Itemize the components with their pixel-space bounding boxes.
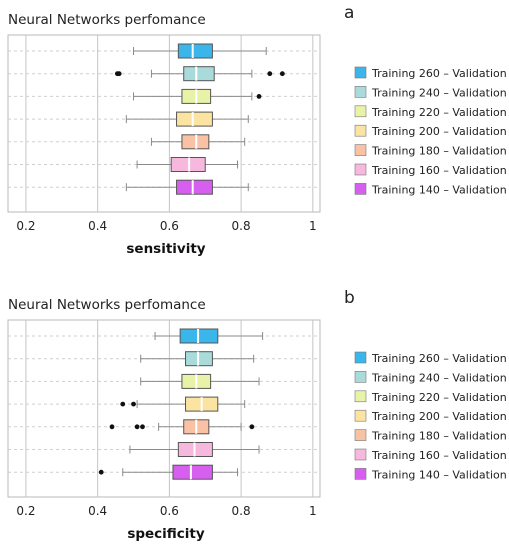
outlier-point — [267, 71, 273, 77]
outlier-point — [134, 424, 140, 430]
legend-swatch — [354, 163, 367, 176]
legend-label: Training 180 – Validation 165 — [371, 145, 509, 158]
panel-letter: a — [344, 3, 354, 23]
box — [183, 66, 215, 82]
box-series-2 — [8, 66, 320, 82]
x-tick-label: 0.6 — [160, 504, 179, 518]
chart-panel-b: Neural Networks perfomance b 0.2 0.4 0.6 0.8 1… — [7, 288, 509, 542]
legend-swatch — [354, 144, 367, 156]
chart-title: Neural Networks perfomance — [8, 297, 206, 313]
box-series-2 — [8, 351, 320, 367]
outlier-point — [109, 424, 115, 430]
box-series-6 — [8, 442, 320, 457]
x-tick-label: 0.8 — [232, 219, 251, 233]
x-tick-label: 0.2 — [16, 219, 35, 233]
legend-label: Training 260 – Validation 85 — [371, 352, 509, 365]
box-series-3 — [8, 373, 320, 389]
legend-swatch — [354, 448, 367, 461]
box-series-3 — [8, 88, 320, 104]
box-series-5 — [8, 419, 320, 435]
chart-panel-a: Neural Networks perfomance a 0.2 0.4 0.6 0.8 1… — [7, 3, 509, 257]
legend-label: Training 140 – Validation 205 — [371, 183, 509, 196]
legend-swatch — [354, 105, 367, 118]
legend-label: Training 160 – Validation 185 — [371, 164, 509, 177]
legend-label: Training 160 – Validation 185 — [371, 449, 509, 462]
x-tick-label: 0.6 — [160, 219, 179, 233]
x-axis-label: sensitivity — [126, 241, 205, 257]
x-tick-label: 1 — [309, 219, 317, 233]
legend-label: Training 180 – Validation 165 — [371, 430, 509, 443]
legend-swatch — [354, 371, 367, 383]
x-axis-label: specificity — [127, 526, 205, 542]
legend-swatch — [354, 390, 367, 403]
outlier-point — [116, 71, 122, 77]
outlier-point — [98, 469, 104, 475]
legend-label: Training 240 – Validation 105 — [371, 86, 509, 99]
legend-label: Training 240 – Validation 105 — [371, 371, 509, 384]
box-series-1 — [8, 43, 320, 59]
legend-swatch — [354, 66, 367, 79]
x-tick-label: 0.2 — [16, 504, 35, 518]
box-series-1 — [8, 328, 320, 344]
legend-swatch — [354, 183, 367, 195]
legend-swatch — [354, 409, 367, 422]
box-series-7 — [8, 179, 320, 195]
box — [176, 111, 213, 127]
box — [177, 43, 213, 59]
x-tick-label: 0.4 — [88, 504, 107, 518]
legend-label: Training 200 – Validation 145 — [371, 125, 509, 138]
box — [176, 179, 213, 195]
box-series-5 — [8, 134, 320, 150]
legend-swatch — [354, 468, 367, 480]
outlier-point — [249, 424, 255, 430]
legend-label: Training 200 – Validation 145 — [371, 410, 509, 423]
outlier-point — [131, 401, 136, 407]
chart-title: Neural Networks perfomance — [8, 12, 206, 28]
box-series-4 — [8, 396, 320, 412]
legend-label: Training 220 – Validation 125 — [371, 391, 509, 404]
legend-swatch — [354, 429, 367, 441]
outlier-point — [279, 71, 285, 77]
plot-area — [7, 34, 321, 213]
legend-swatch — [354, 86, 367, 98]
box — [172, 464, 213, 480]
plot-area — [7, 319, 321, 498]
outlier-point — [120, 401, 126, 407]
outlier-point — [140, 424, 145, 430]
legend-swatch — [354, 124, 367, 137]
box-series-4 — [8, 111, 320, 127]
box-series-7 — [8, 464, 320, 480]
x-tick-label: 0.8 — [232, 504, 251, 518]
legend-label: Training 140 – Validation 205 — [371, 468, 509, 481]
outlier-point — [256, 94, 262, 99]
legend-label: Training 220 – Validation 125 — [371, 106, 509, 119]
legend-swatch — [354, 351, 367, 364]
box-series-6 — [8, 157, 320, 172]
panel-letter: b — [344, 288, 355, 308]
legend-label: Training 260 – Validation 85 — [371, 67, 509, 80]
x-tick-label: 1 — [309, 504, 317, 518]
x-tick-label: 0.4 — [88, 219, 107, 233]
